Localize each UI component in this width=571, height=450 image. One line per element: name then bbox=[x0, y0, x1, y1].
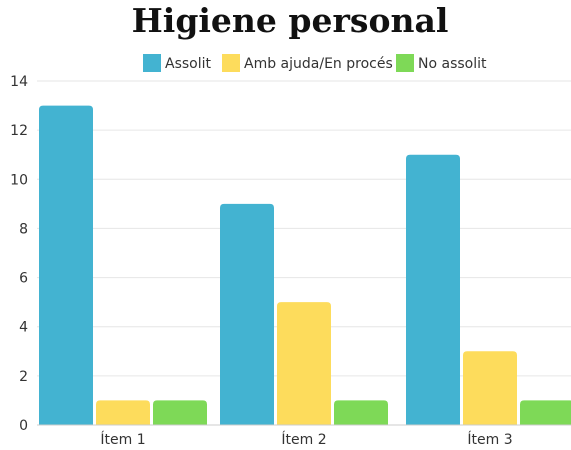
y-tick-label: 0 bbox=[19, 418, 28, 434]
y-tick-label: 6 bbox=[19, 271, 28, 287]
legend-label: No assolit bbox=[418, 56, 487, 72]
bar-assolit-2 bbox=[220, 203, 274, 425]
x-tick-label: Ítem 3 bbox=[467, 431, 512, 448]
y-tick-label: 2 bbox=[19, 369, 28, 385]
bar-no-assolit-2 bbox=[334, 400, 388, 425]
legend-swatch bbox=[396, 54, 414, 72]
bar-amb-ajuda-en-proc-s-2 bbox=[277, 302, 331, 425]
bar-amb-ajuda-en-proc-s-3 bbox=[463, 351, 517, 425]
x-axis: Ítem 1 Ítem 2 Ítem 3 bbox=[100, 431, 512, 448]
chart-title: Higiene personal bbox=[132, 1, 449, 40]
bar-amb-ajuda-en-proc-s-1 bbox=[96, 400, 150, 425]
bar-assolit-3 bbox=[406, 154, 460, 425]
legend-label: Amb ajuda/En procés bbox=[244, 56, 393, 72]
legend-swatch bbox=[222, 54, 240, 72]
x-tick-label: Ítem 1 bbox=[100, 431, 145, 448]
gridlines bbox=[37, 80, 571, 377]
legend-swatch bbox=[143, 54, 161, 72]
y-tick-label: 4 bbox=[19, 320, 28, 336]
y-tick-label: 10 bbox=[10, 172, 28, 188]
y-axis: 0 2 4 6 8 10 12 14 bbox=[10, 74, 28, 434]
bars bbox=[39, 105, 571, 426]
x-tick-label: Ítem 2 bbox=[281, 431, 326, 448]
legend: Assolit Amb ajuda/En procés No assolit bbox=[143, 54, 487, 72]
legend-label: Assolit bbox=[165, 56, 212, 72]
y-tick-label: 14 bbox=[10, 74, 28, 90]
bar-assolit-1 bbox=[39, 105, 93, 426]
bar-no-assolit-3 bbox=[520, 400, 571, 425]
bar-no-assolit-1 bbox=[153, 400, 207, 425]
y-tick-label: 8 bbox=[19, 221, 28, 237]
y-tick-label: 12 bbox=[10, 123, 28, 139]
